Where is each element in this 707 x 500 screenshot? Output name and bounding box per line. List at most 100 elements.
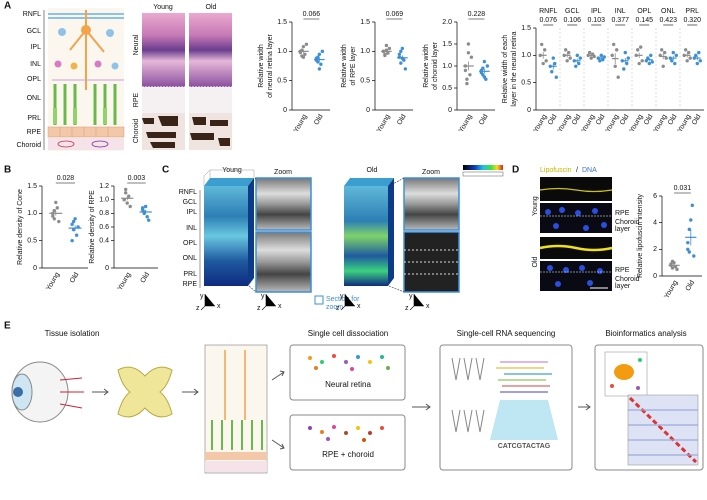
data-point <box>466 51 471 55</box>
y-tick-label: 0.5 <box>442 85 452 92</box>
data-point <box>613 64 617 68</box>
y-tick-label: 0 <box>366 107 370 114</box>
data-point <box>612 42 616 47</box>
data-point <box>124 187 128 192</box>
layer-label: INL <box>186 225 197 232</box>
layer-name: RNFL <box>539 8 557 15</box>
y-axis-label: Relative density of Cone <box>17 189 24 265</box>
axis-label: x <box>217 303 221 310</box>
axis-label: y <box>409 293 413 300</box>
data-point <box>623 50 627 55</box>
y-tick-label: 1.5 <box>277 19 287 26</box>
y-tick-label: 1.2 <box>99 183 109 190</box>
histology: Young Old Neural RPE Choroid <box>133 4 232 150</box>
data-point <box>564 48 568 52</box>
y-tick-label: 1.5 <box>360 19 370 26</box>
x-tick-label: Old <box>69 271 81 284</box>
data-point <box>663 50 667 55</box>
data-point <box>636 48 640 52</box>
x-tick-label: Young <box>629 113 645 134</box>
group-label: Old <box>532 256 539 267</box>
data-point <box>698 59 702 63</box>
group-label: Young <box>153 4 173 11</box>
data-point <box>301 55 306 59</box>
data-point <box>615 48 619 52</box>
data-point <box>578 56 582 60</box>
panel-d-images: Lipofuscin / DNA Young Old RPE Choroid l… <box>532 167 640 291</box>
layer-label: INL <box>30 61 41 68</box>
layer-label: RPE <box>27 129 42 136</box>
data-point <box>52 208 56 213</box>
data-point <box>589 56 593 60</box>
data-point <box>383 53 387 58</box>
y-tick-label: 6 <box>653 193 657 200</box>
panel-label: C <box>162 165 169 176</box>
step-title: Tissue isolation <box>45 329 100 338</box>
p-value: 0.028 <box>57 175 75 182</box>
choroid-label: layer <box>615 226 631 233</box>
data-point <box>317 67 322 71</box>
data-point <box>601 58 605 62</box>
x-tick-label: Young <box>376 113 392 134</box>
data-point <box>660 48 664 52</box>
y-tick-label: 1.0 <box>27 210 37 217</box>
data-point <box>70 222 74 226</box>
data-point <box>687 227 691 232</box>
data-point <box>52 217 56 221</box>
data-point <box>688 56 692 60</box>
layer-label: Choroid <box>16 142 41 149</box>
y-axis-label: of choroid layer <box>432 41 439 90</box>
x-tick-label: Old <box>667 113 679 126</box>
y-tick-label: 1.0 <box>360 48 370 55</box>
data-point <box>577 61 581 66</box>
data-point <box>145 215 149 219</box>
section-note: zoom <box>326 304 343 311</box>
x-tick-label: Old <box>643 113 655 126</box>
p-value: 0.145 <box>635 17 653 24</box>
data-point <box>319 62 323 66</box>
x-tick-label: Old <box>595 113 607 126</box>
step-title: Bioinformatics analysis <box>605 329 686 338</box>
layer-name: PRL <box>685 8 699 15</box>
layer-name: OPL <box>637 8 651 15</box>
group-label: Young <box>532 196 539 216</box>
y-axis-label: Relative density of RPE <box>89 190 96 264</box>
data-point <box>143 204 148 209</box>
y-tick-label: 0.5 <box>277 78 287 85</box>
group-label: Young <box>222 167 242 174</box>
data-point <box>687 50 691 55</box>
zoom-label: Zoom <box>422 169 440 176</box>
data-point <box>574 64 578 68</box>
panel-label: A <box>4 1 11 12</box>
data-point <box>626 56 630 60</box>
axis-label: y <box>200 293 204 300</box>
data-point <box>301 44 306 49</box>
y-tick-label: 2 <box>653 246 657 253</box>
y-tick-label: 1.0 <box>277 48 287 55</box>
data-point <box>551 56 555 60</box>
data-point <box>399 49 403 54</box>
layer-label: IPL <box>30 44 41 51</box>
data-point <box>599 53 603 58</box>
layer-label: ONL <box>27 95 42 102</box>
data-point <box>616 75 620 79</box>
data-point <box>73 217 77 221</box>
y-tick-label: 1.0 <box>442 63 452 70</box>
p-value: 0.228 <box>468 11 486 18</box>
axis-label: z <box>196 305 200 312</box>
y-axis-label: Relative width <box>341 44 348 88</box>
section-note: Section for <box>326 296 360 303</box>
x-tick-label: Young <box>677 113 693 134</box>
data-point <box>304 42 309 46</box>
layer-label: OPL <box>183 240 197 247</box>
x-tick-label: Old <box>478 113 490 126</box>
x-tick-label: Old <box>691 113 703 126</box>
y-axis-label: of RPE layer <box>350 46 357 86</box>
data-point <box>670 266 675 270</box>
p-value: 0.106 <box>563 17 581 24</box>
y-axis-label: of neural retina layer <box>267 33 274 97</box>
x-tick-label: Young <box>581 113 597 134</box>
data-point <box>403 67 408 71</box>
data-point <box>565 59 569 63</box>
y-tick-label: 1.5 <box>521 25 531 32</box>
